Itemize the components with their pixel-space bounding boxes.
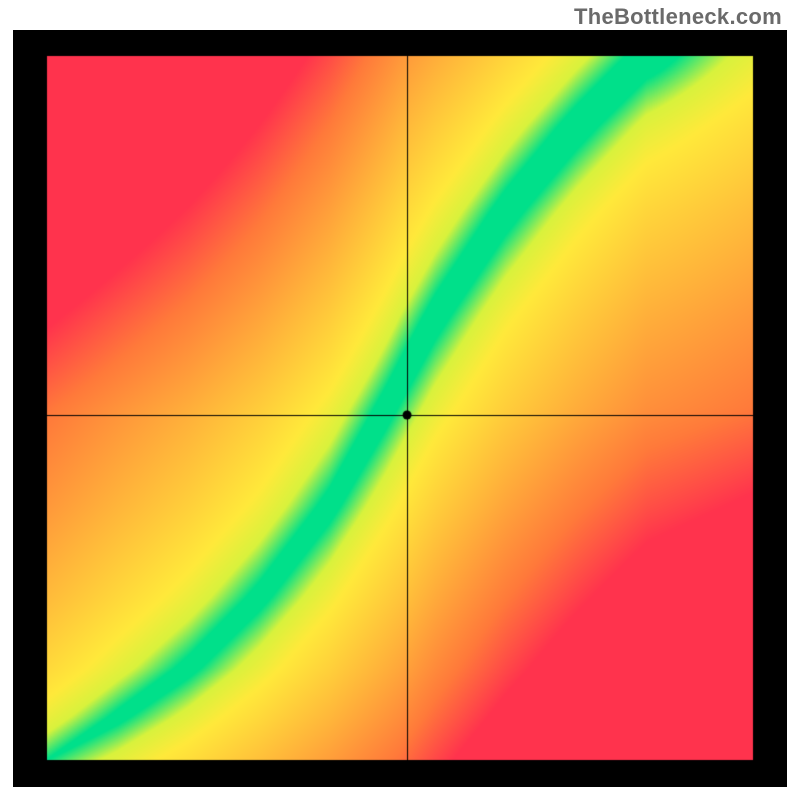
bottleneck-heatmap: [13, 30, 787, 787]
heatmap-canvas: [13, 30, 787, 787]
chart-container: TheBottleneck.com: [0, 0, 800, 800]
watermark-text: TheBottleneck.com: [574, 4, 782, 30]
